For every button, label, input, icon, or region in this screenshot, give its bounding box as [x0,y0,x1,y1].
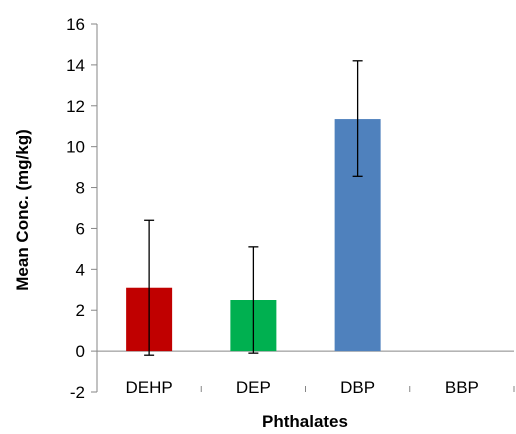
x-axis-title: Phthalates [262,412,348,431]
y-tick-label: 14 [66,56,85,75]
plot-area: -2 0 2 4 6 8 10 12 14 16 DEHP DEP DBP BBP [66,15,515,402]
y-tick-label: -2 [70,383,85,402]
x-tick-label: DEHP [126,378,173,397]
y-tick-label: 8 [76,179,85,198]
y-tick-label: 4 [76,260,85,279]
x-tick-label: DEP [236,378,271,397]
y-tick-label: 10 [66,138,85,157]
y-tick-label: 2 [76,301,85,320]
y-tick-label: 6 [76,219,85,238]
y-tick-label: 0 [76,342,85,361]
y-tick-label: 16 [66,15,85,34]
y-tick-label: 12 [66,97,85,116]
y-axis-title: Mean Conc. (mg/kg) [13,129,32,291]
x-tick-label: DBP [340,378,375,397]
x-tick-label: BBP [445,378,479,397]
